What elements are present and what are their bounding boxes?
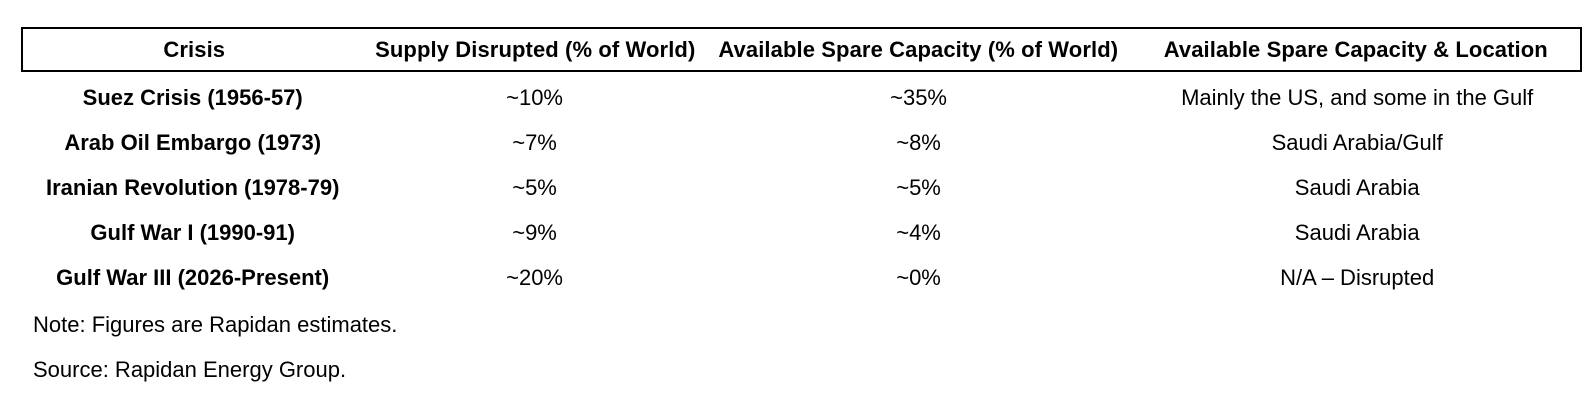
header-cell-supply-disrupted: Supply Disrupted (% of World) xyxy=(375,36,696,62)
cell-spare-capacity: ~0% xyxy=(896,264,941,290)
cell-spare-capacity: ~4% xyxy=(896,219,941,245)
cell-crisis: Arab Oil Embargo (1973) xyxy=(64,129,322,155)
table-row: Suez Crisis (1956-57) ~10% ~35% Mainly t… xyxy=(21,75,1582,120)
cell-supply-disrupted: ~10% xyxy=(506,84,563,110)
header-cell-crisis: Crisis xyxy=(163,36,226,62)
cell-spare-capacity: ~35% xyxy=(890,84,947,110)
table-row: Gulf War I (1990-91) ~9% ~4% Saudi Arabi… xyxy=(21,210,1582,255)
cell-supply-disrupted: ~9% xyxy=(512,219,557,245)
cell-supply-disrupted: ~5% xyxy=(512,174,557,200)
source-text: Source: Rapidan Energy Group. xyxy=(33,357,347,382)
header-cell-spare-capacity-location: Available Spare Capacity & Location xyxy=(1163,36,1548,62)
cell-crisis: Gulf War I (1990-91) xyxy=(90,219,295,245)
cell-spare-capacity-location: N/A – Disrupted xyxy=(1280,264,1435,290)
footnotes: Note: Figures are Rapidan estimates. Sou… xyxy=(33,302,397,392)
cell-spare-capacity-location: Mainly the US, and some in the Gulf xyxy=(1181,84,1534,110)
crisis-spare-capacity-table: Crisis Supply Disrupted (% of World) Ava… xyxy=(21,27,1582,300)
table-row: Gulf War III (2026-Present) ~20% ~0% N/A… xyxy=(21,255,1582,300)
cell-crisis: Iranian Revolution (1978-79) xyxy=(45,174,340,200)
cell-supply-disrupted: ~7% xyxy=(512,129,557,155)
cell-spare-capacity-location: Saudi Arabia xyxy=(1294,174,1420,200)
cell-spare-capacity-location: Saudi Arabia/Gulf xyxy=(1271,129,1443,155)
cell-crisis: Gulf War III (2026-Present) xyxy=(56,264,330,290)
cell-spare-capacity-location: Saudi Arabia xyxy=(1294,219,1420,245)
header-cell-spare-capacity: Available Spare Capacity (% of World) xyxy=(718,36,1119,62)
cell-spare-capacity: ~8% xyxy=(896,129,941,155)
table-header-row: Crisis Supply Disrupted (% of World) Ava… xyxy=(21,27,1582,72)
table-row: Iranian Revolution (1978-79) ~5% ~5% Sau… xyxy=(21,165,1582,210)
cell-crisis: Suez Crisis (1956-57) xyxy=(82,84,303,110)
note-text: Note: Figures are Rapidan estimates. xyxy=(33,312,398,337)
table-row: Arab Oil Embargo (1973) ~7% ~8% Saudi Ar… xyxy=(21,120,1582,165)
table-body: Suez Crisis (1956-57) ~10% ~35% Mainly t… xyxy=(21,75,1582,300)
cell-supply-disrupted: ~20% xyxy=(506,264,563,290)
cell-spare-capacity: ~5% xyxy=(896,174,941,200)
